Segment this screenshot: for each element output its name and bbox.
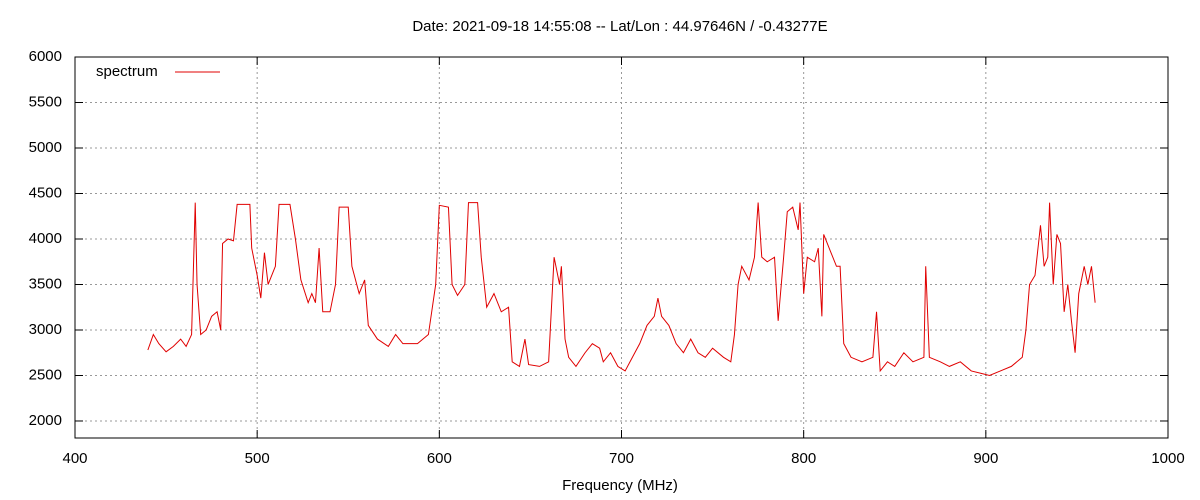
- legend-label: spectrum: [96, 63, 158, 80]
- x-tick-label: 500: [245, 450, 270, 467]
- y-tick-label: 2000: [29, 412, 62, 429]
- plot-area: [147, 202, 1096, 377]
- chart-title: Date: 2021-09-18 14:55:08 -- Lat/Lon : 4…: [412, 18, 827, 35]
- x-tick-label: 400: [62, 450, 87, 467]
- x-tick-label: 800: [791, 450, 816, 467]
- spectrum-line: [147, 202, 1096, 377]
- x-tick-label: 600: [427, 450, 452, 467]
- y-tick-label: 5000: [29, 139, 62, 156]
- y-tick-label: 3500: [29, 275, 62, 292]
- y-tick-label: 4500: [29, 184, 62, 201]
- y-tick-label: 2500: [29, 366, 62, 383]
- x-tick-label: 700: [609, 450, 634, 467]
- y-tick-label: 4000: [29, 230, 62, 247]
- x-axis-label: Frequency (MHz): [562, 477, 678, 494]
- y-tick-label: 5500: [29, 93, 62, 110]
- y-tick-label: 6000: [29, 48, 62, 65]
- grid: [74, 56, 1169, 438]
- x-tick-label: 900: [973, 450, 998, 467]
- x-tick-label: 1000: [1151, 450, 1184, 467]
- y-tick-label: 3000: [29, 321, 62, 338]
